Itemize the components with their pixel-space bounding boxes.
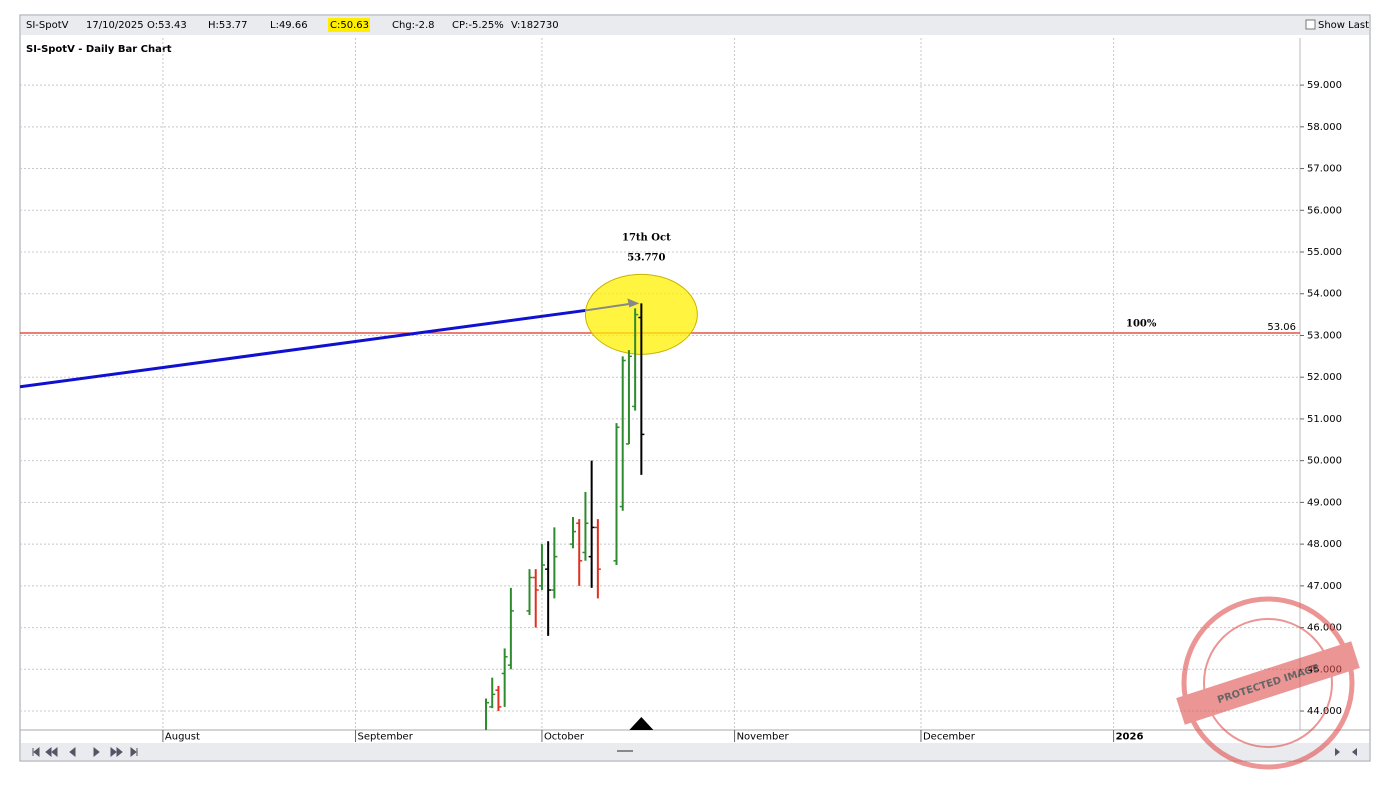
show-last-checkbox[interactable] <box>1305 19 1316 30</box>
header-item: H:53.77 <box>208 20 248 31</box>
header-item: 17/10/2025 <box>86 20 144 31</box>
header-item: L:49.66 <box>270 20 308 31</box>
header: SI-SpotV 17/10/2025 O:53.43 H:53.77 L:49.66 C… <box>26 18 559 32</box>
show-last-label[interactable]: Show Last <box>1318 20 1369 31</box>
nav-right[interactable] <box>1335 748 1357 756</box>
x-tick-label: November <box>737 732 790 743</box>
y-tick-label: 50.000 <box>1307 456 1342 467</box>
annotation: 53.770 <box>627 253 665 264</box>
y-tick-label: 51.000 <box>1307 414 1342 425</box>
y-tick-label: 53.000 <box>1307 330 1342 341</box>
x-tick-label: October <box>544 732 585 743</box>
x-tick-label: August <box>165 732 200 743</box>
y-tick-label: 58.000 <box>1307 122 1342 133</box>
y-tick-label: 46.000 <box>1307 623 1342 634</box>
y-tick-label: 55.000 <box>1307 247 1342 258</box>
watermark-band <box>1176 641 1360 725</box>
watermark: PROTECTED IMAGE <box>1176 596 1360 770</box>
arrow <box>585 302 634 312</box>
y-tick-label: 57.000 <box>1307 164 1342 175</box>
y-tick-label: 49.000 <box>1307 497 1342 508</box>
watermark-ring <box>1203 618 1333 748</box>
y-tick-label: 59.000 <box>1307 80 1342 91</box>
header-item: C:50.63 <box>330 20 369 31</box>
last-bar-marker <box>629 717 654 730</box>
y-tick-label: 56.000 <box>1307 205 1342 216</box>
header-item: SI-SpotV <box>26 20 69 31</box>
frame <box>19 14 1371 762</box>
x-tick-label: December <box>923 732 976 743</box>
y-tick-label: 52.000 <box>1307 372 1342 383</box>
annotation: 17th Oct <box>622 233 671 244</box>
x-tick-label: September <box>358 732 414 743</box>
level-value-label: 53.06 <box>1267 322 1296 333</box>
y-tick-label: 54.000 <box>1307 289 1342 300</box>
x-axis-strip <box>21 730 1369 743</box>
header-item: Chg:-2.8 <box>392 20 435 31</box>
header-item: V:182730 <box>511 20 559 31</box>
header-item: CP:-5.25% <box>452 20 504 31</box>
y-tick-label: 48.000 <box>1307 539 1342 550</box>
arrow-head <box>627 298 640 308</box>
plot-area <box>20 38 1300 730</box>
nav-bar <box>21 743 1369 760</box>
watermark-ring <box>1181 596 1355 770</box>
x-tick-label: 2026 <box>1116 732 1144 743</box>
level-text: 100% <box>1126 318 1157 329</box>
highlight <box>328 18 370 32</box>
y-tick-label: 47.000 <box>1307 581 1342 592</box>
header-item: O:53.43 <box>147 20 187 31</box>
nav-buttons[interactable] <box>32 746 138 758</box>
trendline <box>20 308 586 389</box>
chart-title: SI-SpotV - Daily Bar Chart <box>26 44 172 55</box>
